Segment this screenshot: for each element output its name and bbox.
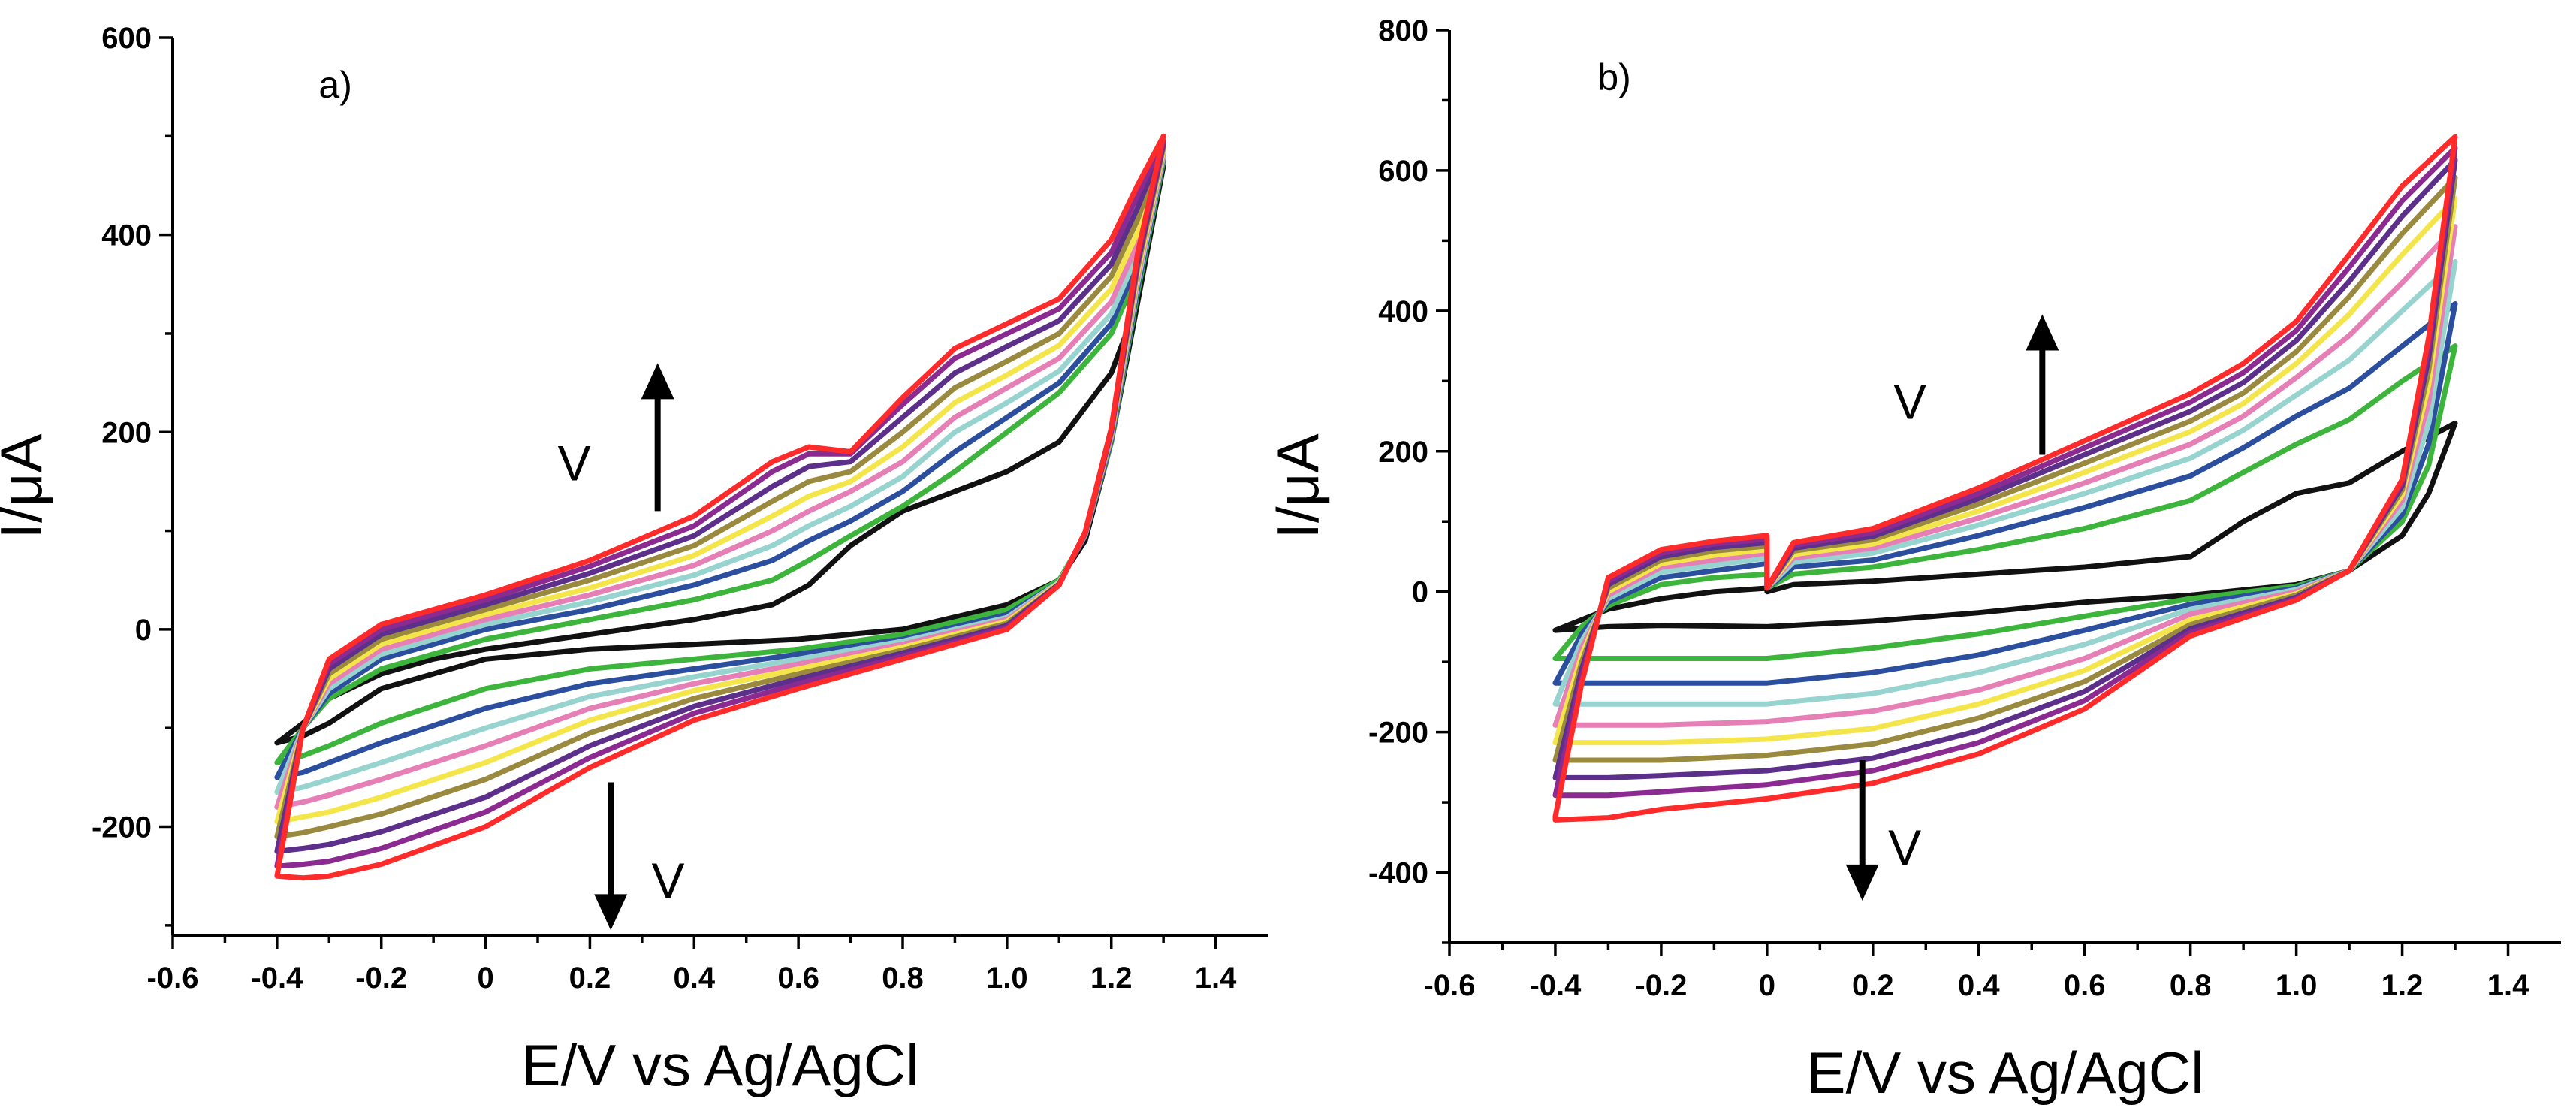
panel-a-annotation-2: V [594,782,685,931]
panel-b-arrow-up-icon [2026,314,2059,351]
panel-a-x-tick-label: 0.8 [882,962,924,995]
panel-b-series-line-5 [1552,224,2458,728]
panel-a-x-tick-label: -0.4 [251,962,303,995]
panel-a-y-tick-label: 400 [101,219,152,252]
panel-a-x-tick-label: 1.4 [1195,962,1237,995]
panel-b-x-tick-label: 1.0 [2276,969,2318,1002]
panel-b-x-tick-label: 1.4 [2487,969,2529,1002]
panel-a-x-tick-label: -0.6 [147,962,199,995]
panel-b-v-label: V [1888,820,1921,875]
panel-a-arrow-down-icon [594,894,628,931]
panel-a-series-line-8 [274,141,1166,854]
panel-b-series-line-1 [1552,420,2458,633]
panel-b-arrow-down-icon [1845,864,1879,901]
panel-b-x-tick-label: 1.2 [2381,969,2424,1002]
panel-b-annotation-1: V [1893,314,2059,455]
panel-b-x-tick-label: -0.6 [1424,969,1476,1002]
panel-a-x-tick-label: -0.2 [355,962,407,995]
panel-a-x-tick-label: 0.6 [777,962,819,995]
panel-b-x-axis-label: E/V vs Ag/AgCl [1807,1040,2204,1106]
panel-a-y-tick-label: -200 [92,811,152,844]
panel-a-y-tick-label: 200 [101,416,152,449]
panel-a-series-line-7 [274,144,1166,840]
panel-b-annotation-2: V [1845,760,1921,901]
panel-b-series-line-2 [1552,343,2458,661]
panel-a-series-line-9 [274,138,1166,869]
panel-b-y-tick-label: 800 [1378,14,1428,47]
panel-a-series-line-5 [274,150,1166,810]
panel-b-y-tick-label: 400 [1378,295,1428,328]
panel-a-v-label: V [652,853,685,908]
panel-a-series-line-6 [274,147,1166,825]
panel-a-arrow-up-icon [641,363,674,400]
panel-b-x-tick-label: -0.2 [1635,969,1687,1002]
panel-b-series-line-9 [1552,145,2458,799]
panel-a-y-tick-label: 600 [101,22,152,55]
panel-b-series-line-7 [1552,174,2458,763]
panel-b-panel-label: b) [1597,56,1630,98]
panel-a-panel-label: a) [318,64,351,106]
panel-b-y-tick-label: 200 [1378,436,1428,469]
panel-b-series-line-10 [1552,134,2458,823]
panel-b-series-line-4 [1552,258,2458,707]
panel-a-v-label: V [558,435,591,491]
panel-a-y-axis-label: I/μA [0,433,54,539]
panel-b-series-line-6 [1552,195,2458,746]
panel-b-x-tick-label: 0 [1759,969,1775,1002]
panel-a-annotation-1: V [558,363,674,512]
panel-b-y-tick-label: 600 [1378,155,1428,188]
panel-a-y-tick-label: 0 [135,614,152,647]
panel-b-x-tick-label: -0.4 [1529,969,1582,1002]
panel-b-x-tick-label: 0.4 [1958,969,2000,1002]
panel-a-series-line-10 [274,133,1166,881]
panel-b-y-tick-label: 0 [1412,576,1428,609]
panel-b-x-tick-label: 0.8 [2170,969,2212,1002]
panel-a: -0.6 -0.4 -0.2 0 0.2 0.4 0.6 0.8 1.0 1.2 1.4 -200 0 2… [0,22,1268,1098]
panel-b-series-line-8 [1552,157,2458,780]
panel-a-x-tick-label: 1.0 [986,962,1028,995]
panel-b-series-group [1552,134,2458,823]
panel-b-y-tick-label: -400 [1368,857,1428,890]
panel-a-x-tick-label: 1.2 [1090,962,1133,995]
panel-a-series-group [274,133,1166,881]
panel-b-x-tick-label: 0.6 [2064,969,2106,1002]
panel-a-series-line-2 [274,158,1166,765]
panel-a-series-line-3 [274,155,1166,780]
panel-b-v-label: V [1893,373,1926,429]
panel-b-x-tick-label: 0.2 [1852,969,1894,1002]
panel-b-y-axis-label: I/μA [1265,433,1331,539]
panel-a-x-axis-label: E/V vs Ag/AgCl [522,1032,919,1098]
panel-a-x-tick-label: 0.4 [673,962,715,995]
panel-b: -0.6 -0.4 -0.2 0 0.2 0.4 0.6 0.8 1.0 1.2 1.4 -400 -2… [1265,14,2561,1106]
panel-b-y-tick-label: -200 [1368,717,1428,750]
panel-a-x-tick-label: 0 [477,962,493,995]
panel-a-x-tick-label: 0.2 [569,962,611,995]
panel-a-series-line-4 [274,153,1166,795]
panel-b-series-line-3 [1552,301,2458,686]
